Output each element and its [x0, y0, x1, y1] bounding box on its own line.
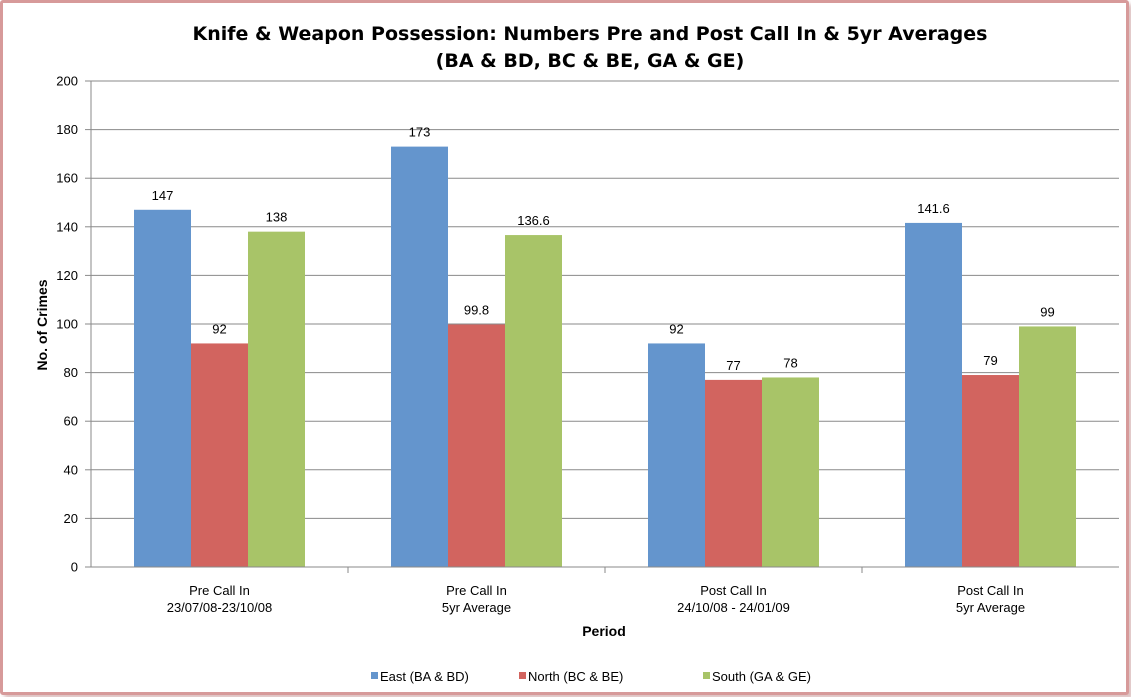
- y-tick-label: 200: [56, 74, 78, 89]
- y-tick-label: 0: [71, 560, 78, 575]
- bar: [191, 343, 248, 567]
- bar: [962, 375, 1019, 567]
- data-label: 92: [212, 321, 226, 336]
- bar: [505, 235, 562, 567]
- y-tick-label: 160: [56, 171, 78, 186]
- legend-label: South (GA & GE): [712, 669, 811, 684]
- data-label: 173: [409, 125, 431, 140]
- category-label: 5yr Average: [442, 600, 511, 615]
- bar: [905, 222, 962, 568]
- data-label: 99: [1040, 304, 1054, 319]
- data-label: 92: [669, 321, 683, 336]
- y-axis-ticks: 0 20 40 60 80 100 120 140 160 180 200: [56, 74, 78, 575]
- category-label: 23/07/08-23/10/08: [167, 600, 273, 615]
- data-label: 79: [983, 353, 997, 368]
- bar: [391, 146, 448, 568]
- category-label: 24/10/08 - 24/01/09: [677, 600, 790, 615]
- y-tick-label: 20: [64, 511, 78, 526]
- data-label: 136.6: [517, 213, 550, 228]
- y-tick-label: 60: [64, 414, 78, 429]
- legend-label: East (BA & BD): [380, 669, 469, 684]
- category-label: 5yr Average: [956, 600, 1025, 615]
- category-label: Pre Call In: [189, 583, 250, 598]
- legend-swatch: [519, 672, 526, 679]
- legend-label: North (BC & BE): [528, 669, 623, 684]
- data-label: 77: [726, 358, 740, 373]
- bar: [648, 343, 705, 567]
- chart-title-line-1: Knife & Weapon Possession: Numbers Pre a…: [193, 23, 988, 45]
- y-tick-label: 140: [56, 219, 78, 234]
- legend: East (BA & BD) North (BC & BE) South (GA &…: [371, 669, 811, 684]
- data-label: 141.6: [917, 201, 950, 216]
- y-tick-label: 40: [64, 462, 78, 477]
- y-tick-label: 80: [64, 365, 78, 380]
- x-axis-categories: Pre Call In 23/07/08-23/10/08 Pre Call In 5…: [167, 567, 1025, 615]
- bar: [1019, 326, 1076, 567]
- y-axis-title: No. of Crimes: [34, 279, 50, 370]
- data-label: 99.8: [464, 302, 489, 317]
- bar: [448, 324, 505, 567]
- x-axis-title: Period: [582, 623, 626, 639]
- chart-title-line-2: (BA & BD, BC & BE, GA & GE): [436, 50, 745, 72]
- legend-swatch: [371, 672, 378, 679]
- bar: [705, 379, 762, 567]
- legend-swatch: [703, 672, 710, 679]
- data-label: 138: [266, 210, 288, 225]
- category-label: Post Call In: [700, 583, 766, 598]
- y-tick-label: 180: [56, 122, 78, 137]
- category-label: Post Call In: [957, 583, 1023, 598]
- data-label: 78: [783, 355, 797, 370]
- bars: [134, 146, 1076, 568]
- bar: [248, 231, 305, 567]
- y-tick-label: 100: [56, 317, 78, 332]
- category-label: Pre Call In: [446, 583, 507, 598]
- bar: [134, 209, 191, 568]
- bar: [762, 377, 819, 567]
- data-labels: 147 92 138 173 99.8 136.6 92 77 78 141.6 79 99: [152, 125, 1055, 373]
- y-tick-label: 120: [56, 268, 78, 283]
- data-label: 147: [152, 188, 174, 203]
